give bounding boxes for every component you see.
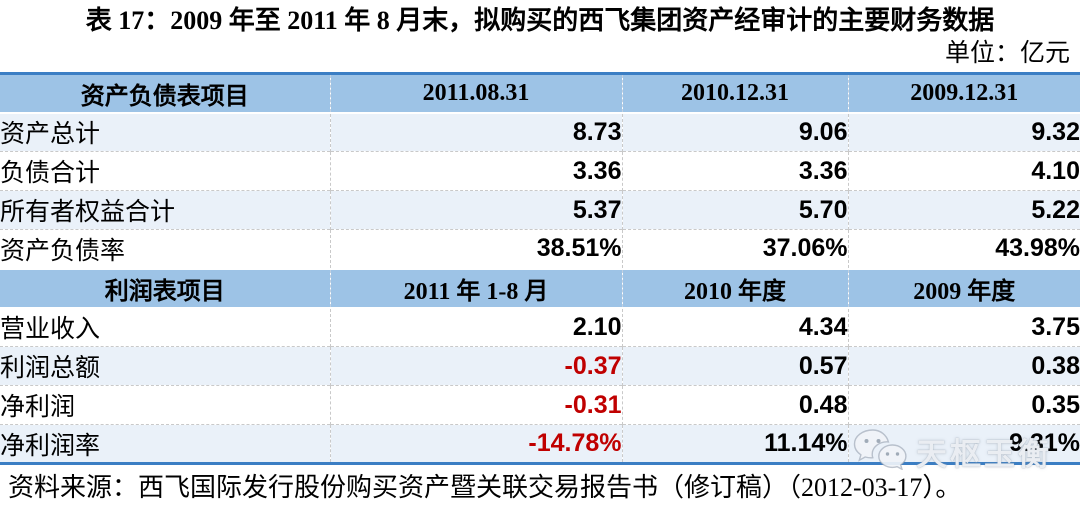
balance-sheet-header-row: 资产负债表项目 2011.08.31 2010.12.31 2009.12.31 xyxy=(0,73,1080,114)
financial-table-body: 资产负债表项目 2011.08.31 2010.12.31 2009.12.31 资产总… xyxy=(0,73,1080,464)
cell-value: 0.38 xyxy=(847,346,1080,386)
cell-value: 0.48 xyxy=(621,385,848,425)
header-cell: 2010.12.31 xyxy=(621,73,848,114)
cell-value: -0.31 xyxy=(329,385,622,425)
header-cell: 2011 年 1-8 月 xyxy=(329,267,622,309)
table-row: 资产负债率 38.51% 37.06% 43.98% xyxy=(0,229,1080,269)
cell-value: -0.37 xyxy=(329,346,622,386)
header-cell: 资产负债表项目 xyxy=(0,73,330,114)
cell-value: -14.78% xyxy=(329,424,622,464)
header-cell: 2011.08.31 xyxy=(329,73,622,114)
row-label: 营业收入 xyxy=(0,307,330,347)
cell-value: 2.10 xyxy=(329,307,622,347)
cell-value: 3.36 xyxy=(329,151,622,191)
row-label: 利润总额 xyxy=(0,346,330,386)
row-label: 所有者权益合计 xyxy=(0,190,330,230)
table-row: 净利润率 -14.78% 11.14% 9.31% xyxy=(0,424,1080,464)
cell-value: 0.57 xyxy=(621,346,848,386)
row-label: 资产负债率 xyxy=(0,229,330,269)
cell-value: 43.98% xyxy=(847,229,1080,269)
table-row: 营业收入 2.10 4.34 3.75 xyxy=(0,307,1080,347)
cell-value: 5.70 xyxy=(621,190,848,230)
cell-value: 9.31% xyxy=(847,424,1080,464)
table-row: 资产总计 8.73 9.06 9.32 xyxy=(0,112,1080,152)
table-row: 负债合计 3.36 3.36 4.10 xyxy=(0,151,1080,191)
row-label: 净利润 xyxy=(0,385,330,425)
row-label: 净利润率 xyxy=(0,424,330,464)
cell-value: 5.37 xyxy=(329,190,622,230)
cell-value: 38.51% xyxy=(329,229,622,269)
financial-table: 资产负债表项目 2011.08.31 2010.12.31 2009.12.31 资产总… xyxy=(0,72,1080,465)
cell-value: 9.06 xyxy=(621,112,848,152)
cell-value: 4.34 xyxy=(621,307,848,347)
cell-value: 3.36 xyxy=(621,151,848,191)
cell-value: 3.75 xyxy=(847,307,1080,347)
header-cell: 2010 年度 xyxy=(621,267,848,309)
cell-value: 0.35 xyxy=(847,385,1080,425)
row-label: 负债合计 xyxy=(0,151,330,191)
cell-value: 5.22 xyxy=(847,190,1080,230)
table-row: 利润总额 -0.37 0.57 0.38 xyxy=(0,346,1080,386)
row-label: 资产总计 xyxy=(0,112,330,152)
cell-value: 37.06% xyxy=(621,229,848,269)
cell-value: 8.73 xyxy=(329,112,622,152)
header-cell: 利润表项目 xyxy=(0,267,330,309)
unit-label: 单位：亿元 xyxy=(944,40,1070,67)
cell-value: 4.10 xyxy=(847,151,1080,191)
cell-value: 9.32 xyxy=(847,112,1080,152)
table-row: 净利润 -0.31 0.48 0.35 xyxy=(0,385,1080,425)
income-statement-header-row: 利润表项目 2011 年 1-8 月 2010 年度 2009 年度 xyxy=(0,267,1080,309)
table-title: 表 17：2009 年至 2011 年 8 月末，拟购买的西飞集团资产经审计的主… xyxy=(85,6,995,35)
header-cell: 2009.12.31 xyxy=(847,73,1080,114)
header-cell: 2009 年度 xyxy=(847,267,1080,309)
cell-value: 11.14% xyxy=(621,424,848,464)
table-row: 所有者权益合计 5.37 5.70 5.22 xyxy=(0,190,1080,230)
source-note: 资料来源：西飞国际发行股份购买资产暨关联交易报告书（修订稿）（2012-03-1… xyxy=(8,473,962,502)
